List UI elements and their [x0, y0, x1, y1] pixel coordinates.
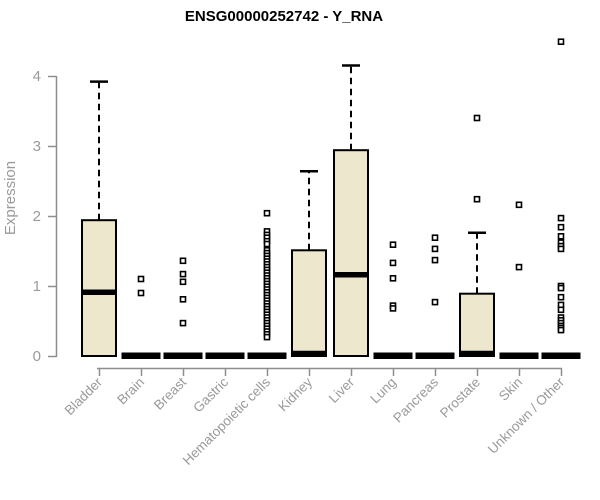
x-category-label-pancreas: Pancreas [390, 374, 441, 425]
zero-bar-breast [163, 352, 203, 359]
outlier-point-pancreas [431, 256, 439, 264]
outlier-point-unknown-other [557, 223, 565, 231]
zero-bar-hematopoietic-cells [247, 352, 287, 359]
y-tick-label: 0 [33, 348, 41, 365]
box-prostate [459, 292, 495, 358]
x-category-label-gastric: Gastric [190, 374, 231, 415]
outlier-point-unknown-other [557, 233, 565, 240]
outlier-point-breast [179, 319, 187, 327]
zero-bar-pancreas [415, 352, 455, 359]
outlier-point-breast [179, 257, 187, 265]
box-bladder [81, 219, 117, 357]
outlier-point-unknown-other [557, 245, 565, 253]
outlier-point-pancreas [431, 298, 439, 306]
outlier-point-unknown-other [557, 326, 565, 334]
y-tick-label: 1 [33, 278, 41, 295]
outlier-point-hematopoietic-cells [263, 333, 271, 341]
x-category-label-liver: Liver [326, 374, 358, 406]
y-tick-label: 4 [33, 68, 41, 85]
x-category-label-skin: Skin [496, 375, 525, 404]
outlier-point-skin [515, 201, 523, 209]
x-category-label-prostate: Prostate [437, 375, 483, 421]
outlier-point-pancreas [431, 234, 439, 241]
outlier-point-breast [179, 278, 187, 286]
outlier-point-pancreas [431, 245, 439, 253]
outlier-point-unknown-other [557, 284, 565, 292]
x-category-label-breast: Breast [151, 374, 189, 412]
outlier-point-prostate [473, 195, 481, 203]
zero-bar-lung [373, 352, 413, 359]
x-category-label-brain: Brain [114, 375, 147, 408]
zero-bar-brain [121, 352, 161, 359]
y-tick-label: 3 [33, 138, 41, 155]
y-axis-title: Expression [2, 161, 19, 235]
x-category-label-kidney: Kidney [275, 374, 315, 414]
outlier-point-brain [137, 275, 145, 283]
y-tick-label: 2 [33, 208, 41, 225]
box-kidney [291, 249, 327, 357]
outlier-point-breast [179, 270, 187, 278]
x-category-label-lung: Lung [367, 375, 399, 407]
outlier-point-prostate [473, 114, 481, 122]
outlier-point-lung [389, 241, 397, 248]
outlier-point-hematopoietic-cells [263, 240, 271, 248]
outlier-point-hematopoietic-cells [263, 209, 271, 217]
outlier-point-lung [389, 274, 397, 282]
zero-bar-skin [499, 352, 539, 359]
outlier-point-brain [137, 289, 145, 297]
outlier-point-lung [389, 305, 397, 312]
box-liver [333, 149, 369, 357]
outlier-point-skin [515, 263, 523, 271]
zero-bar-unknown-other [541, 352, 581, 359]
outlier-point-unknown-other [557, 214, 565, 222]
outlier-point-lung [389, 259, 397, 267]
x-category-label-bladder: Bladder [62, 374, 106, 418]
x-category-label-unknown-other: Unknown / Other [485, 374, 568, 457]
zero-bar-gastric [205, 352, 245, 359]
chart-title: ENSG00000252742 - Y_RNA [185, 8, 383, 25]
outlier-point-breast [179, 295, 187, 303]
outlier-point-unknown-other [557, 306, 565, 314]
outlier-point-unknown-other [557, 38, 565, 46]
outlier-point-unknown-other [557, 293, 565, 301]
